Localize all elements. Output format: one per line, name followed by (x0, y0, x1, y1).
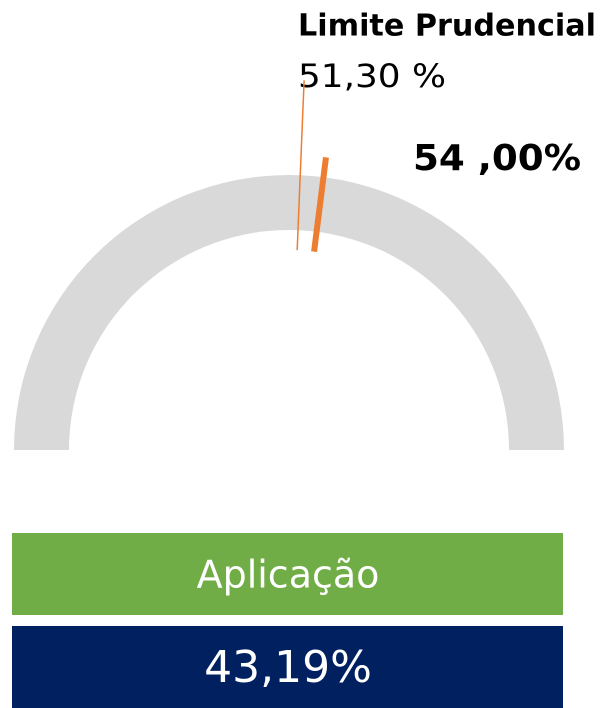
limit-title: Limite Prudencial (298, 9, 596, 44)
category-box (12, 533, 563, 615)
limit-marker (311, 156, 329, 252)
prudential-limit-line (296, 80, 305, 251)
value-label: 43,19% (204, 642, 372, 693)
value-box (12, 626, 563, 708)
prudential-limit-label: 51,30 % (298, 57, 446, 95)
category-label: Aplicação (197, 553, 380, 597)
limit-label: 54 ,00% (413, 138, 581, 179)
gauge-track (14, 175, 564, 450)
